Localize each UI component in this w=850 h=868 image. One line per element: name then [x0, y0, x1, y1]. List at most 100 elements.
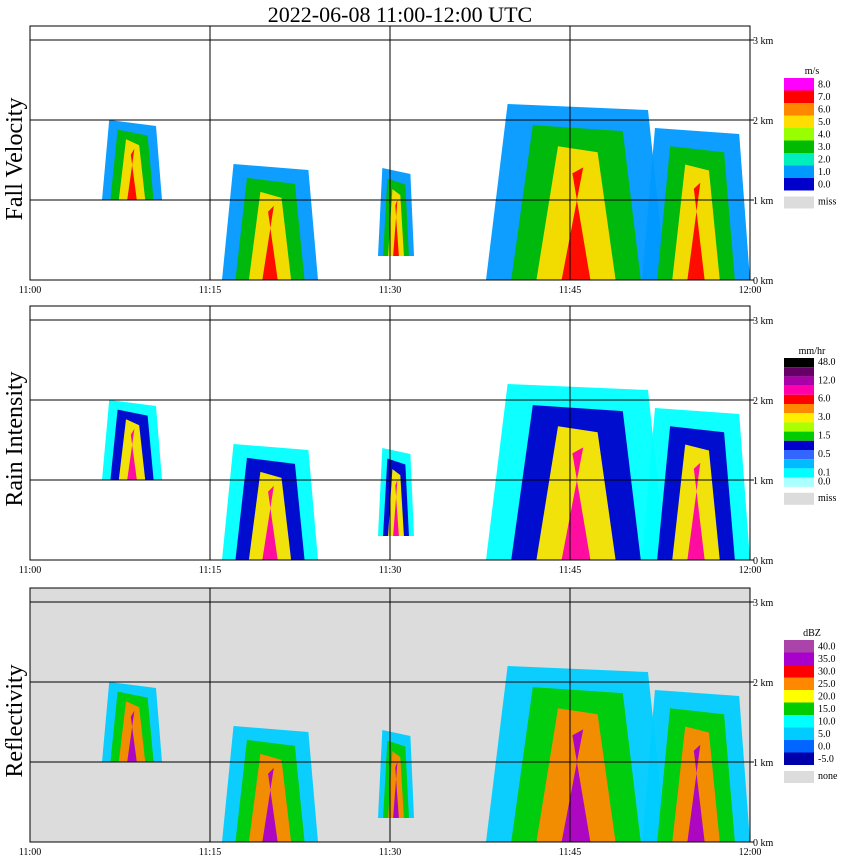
- y-tick-label: 1 km: [753, 476, 774, 487]
- legend-swatch: [784, 652, 814, 665]
- legend-label: 25.0: [818, 679, 836, 690]
- legend-label: 48.0: [818, 357, 836, 368]
- legend-miss-label: miss: [818, 197, 836, 208]
- legend-swatch: [784, 413, 814, 423]
- y-tick-label: 2 km: [753, 396, 774, 407]
- legend-label: 4.0: [818, 129, 831, 140]
- legend-unit: m/s: [805, 66, 820, 77]
- x-tick-label: 11:45: [559, 847, 581, 858]
- legend-label: 6.0: [818, 104, 831, 115]
- legend-label: 10.0: [818, 716, 836, 727]
- legend-swatch: [784, 115, 814, 128]
- y-tick-label: 3 km: [753, 598, 774, 609]
- legend-label: 5.0: [818, 729, 831, 740]
- legend-swatch: [784, 153, 814, 166]
- panel-label: Reflectivity: [2, 664, 28, 777]
- legend-swatch: [784, 178, 814, 191]
- legend-label: 3.0: [818, 412, 831, 423]
- x-tick-label: 11:45: [559, 285, 581, 296]
- y-tick-label: 0 km: [753, 276, 774, 287]
- legend-swatch: [784, 103, 814, 116]
- echo-cell-1-layer-4: [127, 148, 137, 200]
- echo-cell-3-layer-4: [393, 199, 399, 256]
- echo-cell-2-layer-4: [262, 205, 278, 280]
- y-tick-label: 3 km: [753, 316, 774, 327]
- legend-swatch: [784, 165, 814, 178]
- legend-swatch: [784, 727, 814, 740]
- legend-label: 6.0: [818, 394, 831, 405]
- echo-cell-5-layer-4: [687, 744, 705, 842]
- legend-label: 2.0: [818, 154, 831, 165]
- legend-miss-swatch: [784, 492, 814, 505]
- legend-label: 40.0: [818, 641, 836, 652]
- echo-cell-1-layer-4: [127, 710, 137, 762]
- legend-swatch: [784, 677, 814, 690]
- legend-label: 15.0: [818, 704, 836, 715]
- echo-cell-4-layer-4: [561, 729, 591, 842]
- x-tick-label: 11:15: [199, 285, 221, 296]
- x-tick-label: 11:45: [559, 565, 581, 576]
- x-tick-label: 12:00: [739, 847, 762, 858]
- legend-label: -5.0: [818, 754, 834, 765]
- legend-unit: dBZ: [803, 628, 821, 639]
- x-tick-label: 12:00: [739, 565, 762, 576]
- legend-swatch: [784, 422, 814, 432]
- y-tick-label: 2 km: [753, 678, 774, 689]
- legend-swatch: [784, 690, 814, 703]
- legend-label: 0.0: [818, 477, 831, 488]
- legend-swatch: [784, 140, 814, 153]
- legend-swatch: [784, 358, 814, 368]
- legend-label: 35.0: [818, 654, 836, 665]
- panel-1: 0 km 1 km 2 km 3 km 11:00 11:15 11:30 11:45 12:0…: [2, 25, 836, 296]
- y-tick-label: 3 km: [753, 36, 774, 47]
- legend-label: 7.0: [818, 92, 831, 103]
- echo-cell-2-layer-4: [262, 767, 278, 842]
- echo-cell-5-layer-4: [687, 182, 705, 280]
- legend-label: 30.0: [818, 666, 836, 677]
- legend-label: 12.0: [818, 375, 836, 386]
- legend-label: 8.0: [818, 79, 831, 90]
- legend-miss-label: none: [818, 771, 838, 782]
- legend-swatch: [784, 367, 814, 377]
- legend-swatch: [784, 431, 814, 441]
- x-tick-label: 11:30: [379, 565, 401, 576]
- y-tick-label: 0 km: [753, 556, 774, 567]
- legend-label: 20.0: [818, 691, 836, 702]
- y-tick-label: 1 km: [753, 758, 774, 769]
- legend-swatch: [784, 440, 814, 450]
- legend-label: 0.1: [818, 467, 831, 478]
- echo-cell-2-layer-4: [262, 485, 278, 560]
- legend-unit: mm/hr: [799, 346, 826, 357]
- x-tick-label: 11:30: [379, 285, 401, 296]
- legend-label: 0.0: [818, 179, 831, 190]
- x-tick-label: 11:00: [19, 565, 41, 576]
- legend-swatch: [784, 128, 814, 141]
- x-tick-label: 11:00: [19, 847, 41, 858]
- x-tick-label: 11:15: [199, 565, 221, 576]
- legend-label: 0.0: [818, 741, 831, 752]
- legend-swatch: [784, 385, 814, 395]
- y-tick-label: 1 km: [753, 196, 774, 207]
- legend-swatch: [784, 394, 814, 404]
- legend-swatch: [784, 640, 814, 653]
- echo-cell-4-layer-4: [561, 447, 591, 560]
- legend-swatch: [784, 477, 814, 487]
- panel-2: 0 km 1 km 2 km 3 km 11:00 11:15 11:30 11:45 12:0…: [2, 305, 836, 576]
- panel-3: 0 km 1 km 2 km 3 km 11:00 11:15 11:30 11:45 12:0…: [2, 587, 838, 858]
- legend-label: 3.0: [818, 142, 831, 153]
- panel-label: Fall Velocity: [2, 98, 28, 221]
- legend-label: 5.0: [818, 117, 831, 128]
- legend-swatch: [784, 715, 814, 728]
- panel-label: Rain Intensity: [2, 371, 28, 506]
- y-tick-label: 0 km: [753, 838, 774, 849]
- y-tick-label: 2 km: [753, 116, 774, 127]
- legend-swatch: [784, 404, 814, 414]
- legend-miss-swatch: [784, 771, 814, 783]
- legend-swatch: [784, 450, 814, 460]
- legend-swatch: [784, 376, 814, 386]
- figure-title: 2022-06-08 11:00-12:00 UTC: [268, 2, 532, 27]
- x-tick-label: 11:30: [379, 847, 401, 858]
- legend-swatch: [784, 78, 814, 91]
- x-tick-label: 11:15: [199, 847, 221, 858]
